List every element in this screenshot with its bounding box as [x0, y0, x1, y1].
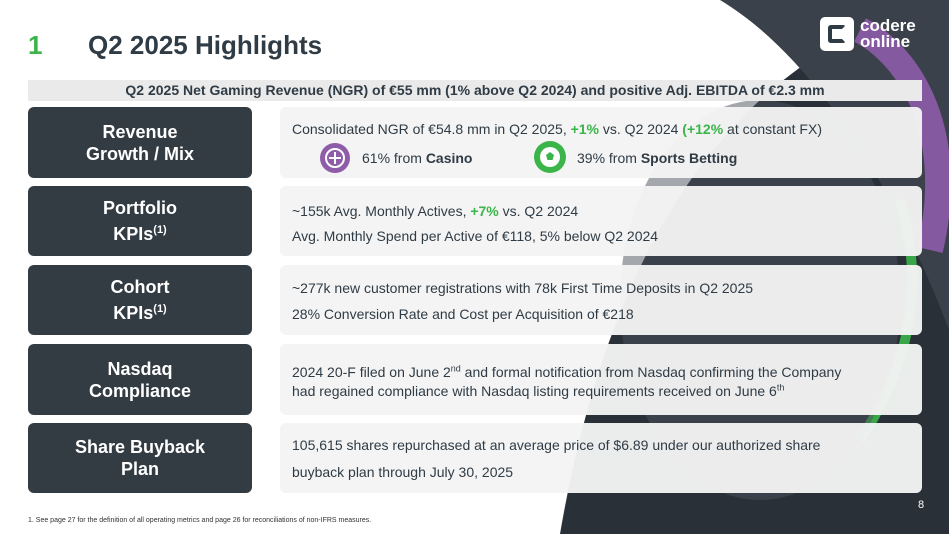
- soccer-ball-icon: [534, 141, 566, 173]
- label-line2: Plan: [120, 459, 159, 479]
- footnote-ref: (1): [153, 224, 167, 236]
- section-number: 1: [28, 30, 43, 60]
- content-line: ~277k new customer registrations with 78…: [292, 280, 754, 296]
- content-line: 28% Conversion Rate and Cost per Acquisi…: [292, 306, 634, 322]
- label-line1: Portfolio: [103, 198, 177, 218]
- content-line: Avg. Monthly Spend per Active of €118, 5…: [292, 228, 659, 244]
- label-nasdaq-compliance: Nasdaq Compliance: [28, 344, 252, 415]
- label-cohort-kpis: Cohort KPIs(1): [28, 265, 252, 335]
- label-line1: Cohort: [110, 277, 170, 297]
- logo-icon: [820, 17, 854, 51]
- footnote-ref: (1): [153, 303, 167, 315]
- label-line2: KPIs: [113, 303, 154, 323]
- content-cohort-kpis: ~277k new customer registrations with 78…: [280, 265, 922, 335]
- page-number: 8: [918, 499, 925, 511]
- page-title: Q2 2025 Highlights: [88, 30, 323, 60]
- label-line2: Growth / Mix: [86, 143, 194, 164]
- content-nasdaq-compliance: 2024 20-F filed on June 2nd and formal n…: [280, 344, 922, 415]
- label-line1: Nasdaq: [107, 358, 173, 379]
- casino-chip-icon: [320, 143, 350, 173]
- label-revenue-growth: Revenue Growth / Mix: [28, 107, 252, 178]
- logo-line2: online: [860, 32, 911, 51]
- content-line: 2024 20-F filed on June 2nd and formal n…: [292, 363, 842, 380]
- logo-line1: codere: [860, 16, 916, 35]
- content-line: Consolidated NGR of €54.8 mm in Q2 2025,…: [292, 121, 822, 137]
- label-line1: Share Buyback: [74, 437, 206, 457]
- content-revenue-growth: Consolidated NGR of €54.8 mm in Q2 2025,…: [280, 107, 922, 178]
- content-share-buyback: 105,615 shares repurchased at an average…: [280, 423, 922, 493]
- casino-share: 61% from Casino: [362, 150, 473, 166]
- sports-share: 39% from Sports Betting: [577, 150, 738, 166]
- content-line: 105,615 shares repurchased at an average…: [292, 437, 821, 453]
- label-line2: Compliance: [88, 380, 192, 401]
- label-line2: KPIs: [113, 224, 154, 244]
- subtitle-banner: Q2 2025 Net Gaming Revenue (NGR) of €55 …: [28, 80, 922, 101]
- label-share-buyback: Share Buyback Plan: [28, 423, 252, 493]
- content-line: had regained compliance with Nasdaq list…: [292, 382, 785, 399]
- content-line: buyback plan through July 30, 2025: [292, 464, 514, 480]
- label-line1: Revenue: [102, 121, 178, 142]
- content-line: ~155k Avg. Monthly Actives, +7% vs. Q2 2…: [292, 203, 579, 219]
- content-portfolio-kpis: ~155k Avg. Monthly Actives, +7% vs. Q2 2…: [280, 186, 922, 256]
- codere-online-logo: codere online: [820, 14, 930, 54]
- footnote: 1. See page 27 for the definition of all…: [28, 517, 372, 524]
- label-portfolio-kpis: Portfolio KPIs(1): [28, 186, 252, 256]
